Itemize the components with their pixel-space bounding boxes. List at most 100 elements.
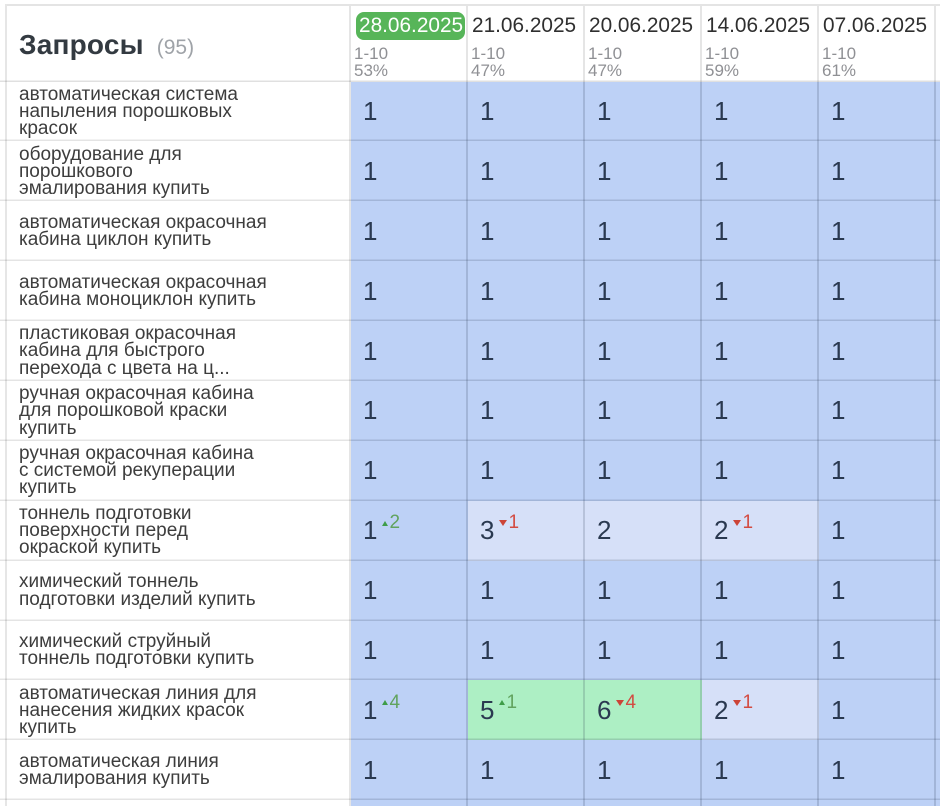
position-cell[interactable]: 1 xyxy=(351,560,468,621)
position-cell[interactable] xyxy=(936,680,940,741)
position-cell[interactable] xyxy=(351,800,468,806)
date-label[interactable]: 07.06.2025 xyxy=(823,13,928,37)
position-cell[interactable]: 1 xyxy=(585,321,702,381)
position-cell[interactable]: 1 xyxy=(468,141,585,202)
position-cell[interactable]: 1 xyxy=(468,321,585,381)
keyword-cell[interactable]: химический струйный тоннель подготовки к… xyxy=(0,620,351,681)
position-cell[interactable]: 5 1 xyxy=(468,680,585,741)
position-cell[interactable]: 1 xyxy=(585,440,702,501)
position-cell[interactable]: 1 xyxy=(351,261,468,322)
date-column-header[interactable]: 21.06.2025 1-10 47% xyxy=(468,5,585,82)
position-cell[interactable] xyxy=(936,560,940,621)
position-cell[interactable]: 1 xyxy=(585,201,702,262)
position-cell[interactable] xyxy=(936,321,940,381)
position-cell[interactable] xyxy=(936,800,940,806)
position-cell[interactable]: 1 xyxy=(702,321,819,381)
position-cell[interactable]: 1 xyxy=(351,201,468,262)
position-cell[interactable]: 1 xyxy=(468,560,585,621)
date-column-header[interactable]: 07.06.2025 1-10 61% xyxy=(819,5,936,82)
position-cell[interactable]: 1 4 xyxy=(351,680,468,741)
date-column-header[interactable]: 28.06.2025 1-10 53% xyxy=(351,5,468,82)
position-cell[interactable] xyxy=(936,201,940,262)
position-cell[interactable]: 1 xyxy=(819,740,936,801)
position-cell[interactable]: 1 xyxy=(468,740,585,801)
keyword-cell[interactable]: тоннель подготовки поверхности перед окр… xyxy=(0,500,351,561)
position-cell[interactable] xyxy=(936,440,940,501)
keyword-cell[interactable] xyxy=(0,800,351,806)
position-cell[interactable]: 1 xyxy=(819,261,936,322)
position-cell[interactable]: 2 1 xyxy=(702,500,819,561)
position-cell[interactable]: 1 xyxy=(702,560,819,621)
position-cell[interactable]: 1 xyxy=(819,141,936,202)
position-cell[interactable]: 1 xyxy=(819,500,936,561)
position-cell[interactable]: 1 xyxy=(819,560,936,621)
position-cell[interactable]: 1 xyxy=(819,440,936,501)
position-cell[interactable]: 1 xyxy=(702,380,819,441)
position-cell[interactable] xyxy=(819,800,936,806)
date-label[interactable]: 28.06.2025 xyxy=(356,12,466,40)
position-cell[interactable]: 1 xyxy=(468,201,585,262)
keyword-cell[interactable]: автоматическая линия эмалирования купить xyxy=(0,740,351,801)
position-cell[interactable]: 2 xyxy=(585,500,702,561)
position-cell[interactable]: 1 xyxy=(468,81,585,142)
keyword-cell[interactable]: ручная окрасочная кабина для порошковой … xyxy=(0,380,351,441)
position-cell[interactable]: 1 xyxy=(819,620,936,681)
position-cell[interactable]: 1 xyxy=(702,201,819,262)
position-cell[interactable]: 3 1 xyxy=(468,500,585,561)
position-cell[interactable]: 1 xyxy=(351,321,468,381)
position-cell[interactable] xyxy=(585,800,702,806)
position-cell[interactable] xyxy=(702,800,819,806)
position-cell[interactable]: 1 xyxy=(819,321,936,381)
date-label[interactable]: 20.06.2025 xyxy=(589,13,694,37)
position-cell[interactable]: 1 xyxy=(819,680,936,741)
keyword-cell[interactable]: химический тоннель подготовки изделий ку… xyxy=(0,560,351,621)
position-cell[interactable]: 1 xyxy=(351,380,468,441)
position-cell[interactable] xyxy=(936,620,940,681)
position-cell[interactable]: 1 xyxy=(468,261,585,322)
position-cell[interactable]: 1 xyxy=(351,440,468,501)
date-column-header[interactable]: 14.06.2025 1-10 59% xyxy=(702,5,819,82)
position-cell[interactable]: 1 xyxy=(702,141,819,202)
position-cell[interactable]: 1 xyxy=(702,740,819,801)
keyword-cell[interactable]: автоматическая окрасочная кабина циклон … xyxy=(0,201,351,262)
date-label[interactable]: 14.06.2025 xyxy=(706,13,811,37)
position-cell[interactable]: 1 xyxy=(819,201,936,262)
position-cell[interactable] xyxy=(936,500,940,561)
position-cell[interactable]: 1 xyxy=(351,81,468,142)
keyword-cell[interactable]: оборудование для порошкового эмалировани… xyxy=(0,141,351,202)
date-column-header[interactable]: 20.06.2025 1-10 47% xyxy=(585,5,702,82)
position-cell[interactable]: 1 xyxy=(585,141,702,202)
position-cell[interactable]: 1 xyxy=(702,81,819,142)
position-cell[interactable] xyxy=(936,261,940,322)
position-cell[interactable]: 1 xyxy=(702,620,819,681)
position-cell[interactable]: 1 xyxy=(585,620,702,681)
position-cell[interactable]: 1 xyxy=(585,560,702,621)
date-label[interactable]: 21.06.2025 xyxy=(472,13,577,37)
position-cell[interactable] xyxy=(468,800,585,806)
position-cell[interactable]: 1 xyxy=(351,740,468,801)
position-cell[interactable]: 1 xyxy=(702,261,819,322)
keyword-cell[interactable]: автоматическая окрасочная кабина моноцик… xyxy=(0,261,351,321)
position-cell[interactable]: 1 xyxy=(585,261,702,322)
position-cell[interactable]: 1 xyxy=(585,380,702,441)
position-cell[interactable]: 1 xyxy=(819,380,936,441)
position-cell[interactable]: 1 xyxy=(351,141,468,202)
position-cell[interactable] xyxy=(936,740,940,801)
position-cell[interactable] xyxy=(936,380,940,441)
keyword-cell[interactable]: автоматическая система напыления порошко… xyxy=(0,81,351,142)
position-cell[interactable]: 1 xyxy=(819,81,936,142)
position-cell[interactable]: 6 4 xyxy=(585,680,702,741)
position-cell[interactable]: 1 xyxy=(351,620,468,681)
position-cell[interactable]: 2 1 xyxy=(702,680,819,741)
keyword-cell[interactable]: автоматическая линия для нанесения жидки… xyxy=(0,680,351,741)
position-cell[interactable]: 1 xyxy=(468,440,585,501)
position-cell[interactable]: 1 xyxy=(585,740,702,801)
position-cell[interactable]: 1 xyxy=(702,440,819,501)
position-cell[interactable]: 1 xyxy=(468,380,585,441)
position-cell[interactable]: 1 xyxy=(585,81,702,142)
position-cell[interactable] xyxy=(936,141,940,202)
position-cell[interactable]: 1 2 xyxy=(351,500,468,561)
position-cell[interactable] xyxy=(936,81,940,142)
position-cell[interactable]: 1 xyxy=(468,620,585,681)
keyword-cell[interactable]: пластиковая окрасочная кабина для быстро… xyxy=(0,321,351,381)
